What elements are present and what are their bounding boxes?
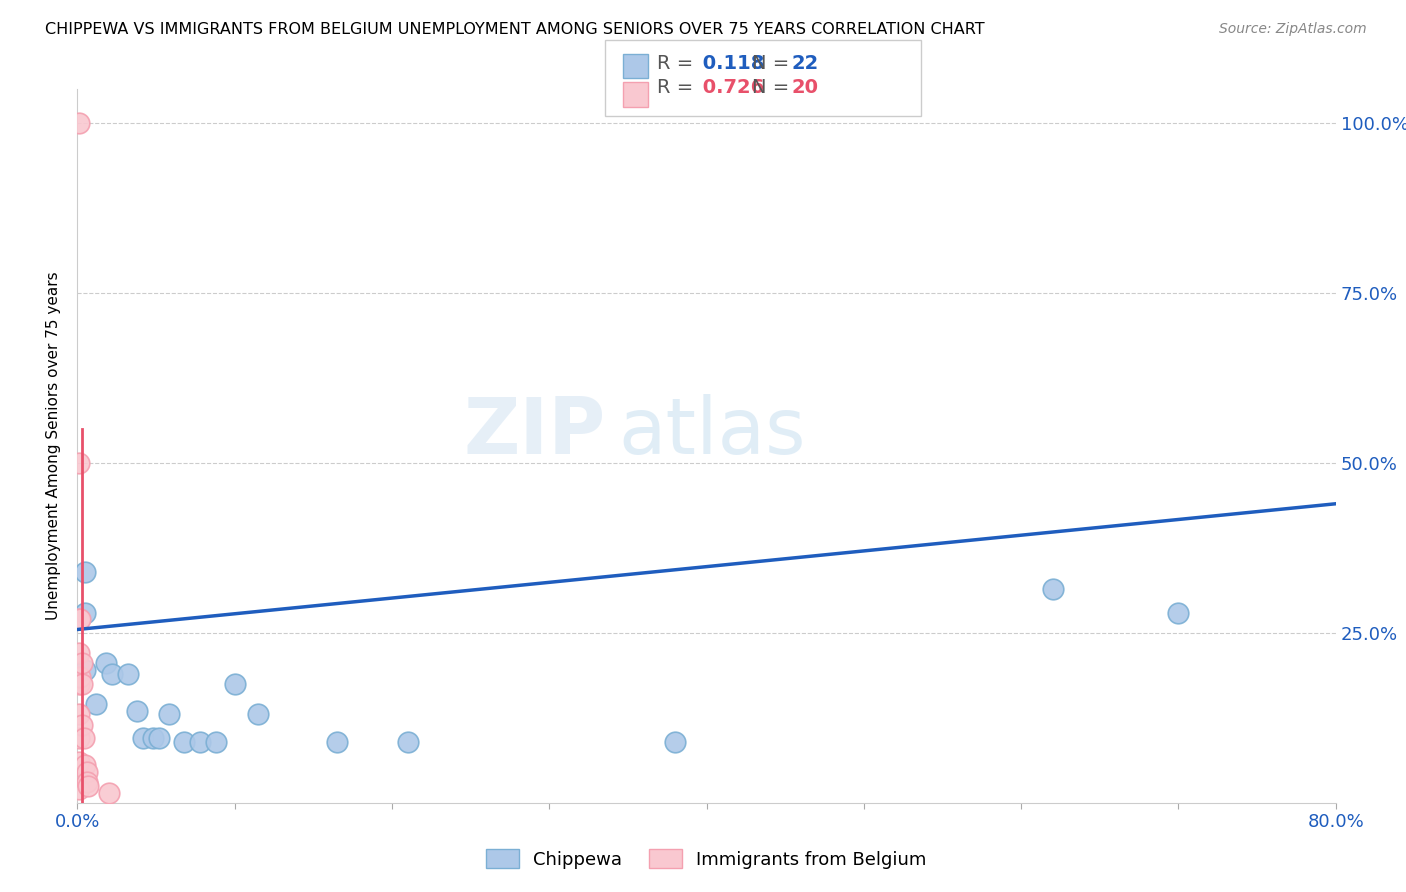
Point: [396, 734, 419, 748]
Legend: Chippewa, Immigrants from Belgium: Chippewa, Immigrants from Belgium: [479, 842, 934, 876]
Point: [75, 565, 97, 579]
Point: [224, 677, 246, 691]
Point: [148, 731, 170, 746]
Point: [70, 657, 93, 671]
Point: [664, 734, 686, 748]
Point: [70, 717, 93, 731]
Text: 20: 20: [792, 78, 818, 96]
Text: atlas: atlas: [619, 393, 806, 470]
Point: [67, 707, 90, 722]
Point: [97, 786, 120, 800]
Point: [67, 646, 90, 660]
Point: [70, 677, 93, 691]
Point: [69, 670, 91, 684]
Text: R =: R =: [657, 78, 699, 96]
Point: [75, 758, 97, 772]
Point: [77, 779, 100, 793]
Text: N =: N =: [752, 78, 796, 96]
Point: [204, 734, 226, 748]
Point: [67, 612, 90, 626]
Text: Source: ZipAtlas.com: Source: ZipAtlas.com: [1219, 22, 1367, 37]
Text: ZIP: ZIP: [464, 393, 606, 470]
Point: [326, 734, 349, 748]
Text: 0.726: 0.726: [696, 78, 765, 96]
Point: [142, 731, 165, 746]
Point: [67, 116, 90, 130]
Text: 22: 22: [792, 54, 818, 72]
Point: [247, 707, 270, 722]
Point: [67, 782, 90, 797]
Point: [117, 666, 139, 681]
Point: [75, 663, 97, 677]
Point: [76, 775, 98, 789]
Point: [76, 765, 98, 780]
Point: [127, 704, 149, 718]
Point: [67, 755, 90, 769]
Point: [173, 734, 195, 748]
Point: [132, 731, 155, 746]
Text: R =: R =: [657, 54, 699, 72]
Point: [75, 606, 97, 620]
Y-axis label: Unemployment Among Seniors over 75 years: Unemployment Among Seniors over 75 years: [46, 272, 62, 620]
Point: [84, 698, 107, 712]
Text: N =: N =: [752, 54, 796, 72]
Point: [94, 657, 117, 671]
Point: [72, 731, 94, 746]
Point: [67, 731, 90, 746]
Point: [67, 677, 90, 691]
Text: CHIPPEWA VS IMMIGRANTS FROM BELGIUM UNEMPLOYMENT AMONG SENIORS OVER 75 YEARS COR: CHIPPEWA VS IMMIGRANTS FROM BELGIUM UNEM…: [45, 22, 984, 37]
Point: [1167, 606, 1189, 620]
Point: [157, 707, 180, 722]
Point: [188, 734, 211, 748]
Point: [101, 666, 124, 681]
Point: [69, 612, 91, 626]
Text: 0.118: 0.118: [696, 54, 765, 72]
Point: [67, 456, 90, 470]
Point: [1042, 582, 1064, 596]
